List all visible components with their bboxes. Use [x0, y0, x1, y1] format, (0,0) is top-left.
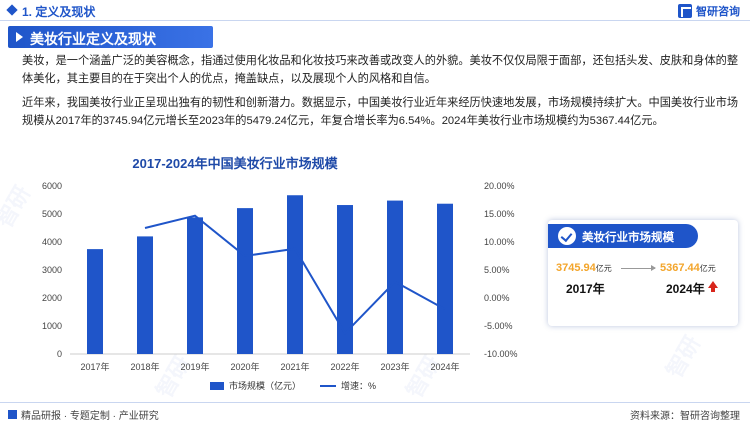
- market-size-chart: 0 1000 2000 3000 4000 5000 6000 -10.00% -5.00% 0.…: [42, 181, 518, 391]
- x-tick-label: 2019年: [180, 361, 209, 372]
- x-tick-label: 2023年: [380, 361, 409, 372]
- y-right-tick-label: 10.00%: [484, 237, 515, 247]
- end-value-number: 5367.44: [660, 262, 700, 274]
- bar: [387, 200, 403, 354]
- footer: 精品研报 · 专题定制 · 产业研究 资料来源：智研咨询整理: [0, 402, 750, 422]
- x-tick-label: 2022年: [330, 361, 359, 372]
- card-title: 美妆行业市场规模: [582, 232, 674, 244]
- market-size-card: 美妆行业市场规模 3745.94亿元 5367.44亿元 2017年 2024年: [548, 220, 738, 326]
- definition-paragraph: 美妆，是一个涵盖广泛的美容概念，指通过使用化妆品和化妆技巧来改善或改变人的外貌。…: [22, 55, 739, 85]
- logo-icon: [678, 4, 692, 18]
- up-arrow-icon: [708, 281, 718, 292]
- y-right-tick-label: 15.00%: [484, 209, 515, 219]
- start-year: 2017年: [566, 282, 605, 296]
- logo-text: 智研咨询: [696, 6, 740, 18]
- y-left-tick-label: 3000: [42, 265, 62, 275]
- start-value: 3745.94亿元: [556, 262, 612, 274]
- y-right-tick-label: -10.00%: [484, 349, 518, 359]
- source-note: 资料来源：智研咨询整理: [630, 411, 740, 422]
- breadcrumb: 1. 定义及现状: [22, 5, 96, 19]
- start-value-number: 3745.94: [556, 262, 596, 274]
- check-circle-icon: [558, 227, 576, 245]
- y-right-tick-label: 20.00%: [484, 181, 515, 191]
- y-left-tick-label: 4000: [42, 237, 62, 247]
- bar: [87, 249, 103, 354]
- legend-bar-label: 市场规模（亿元）: [229, 380, 301, 391]
- section-banner: 美妆行业定义及现状: [8, 26, 213, 48]
- arrow-right-icon: [621, 265, 656, 271]
- growth-rate-line: [144, 214, 446, 335]
- bar: [137, 236, 153, 354]
- diamond-icon: [6, 4, 18, 16]
- y-right-tick-label: 0.00%: [484, 293, 510, 303]
- brand-logo: 智研咨询: [678, 3, 740, 19]
- y-right-tick-label: -5.00%: [484, 321, 513, 331]
- top-bar: 1. 定义及现状 智研咨询: [0, 0, 750, 22]
- status-paragraph: 近年来，我国美妆行业正呈现出独有的韧性和创新潜力。数据显示，中国美妆行业近年来经…: [22, 97, 739, 127]
- bar: [437, 203, 453, 354]
- bar: [237, 208, 253, 354]
- x-tick-label: 2020年: [230, 361, 259, 372]
- x-tick-label: 2017年: [80, 361, 109, 372]
- y-left-tick-label: 5000: [42, 209, 62, 219]
- bar: [287, 195, 303, 354]
- y-left-tick-label: 6000: [42, 181, 62, 191]
- bar: [337, 205, 353, 354]
- chart-title: 2017-2024年中国美妆行业市场规模: [132, 156, 338, 171]
- y-left-tick-label: 2000: [42, 293, 62, 303]
- watermark: 智研: [661, 331, 706, 383]
- card-header: 美妆行业市场规模: [548, 224, 698, 248]
- y-left-tick-label: 0: [57, 349, 62, 359]
- header-divider: [0, 20, 750, 21]
- x-tick-label: 2018年: [130, 361, 159, 372]
- y-left-tick-label: 1000: [42, 321, 62, 331]
- bar: [187, 217, 203, 354]
- end-value-unit: 亿元: [699, 264, 716, 273]
- square-icon: [8, 410, 17, 419]
- end-value: 5367.44亿元: [660, 262, 716, 274]
- play-triangle-icon: [16, 32, 23, 42]
- legend-bar-swatch: [210, 382, 224, 390]
- y-right-tick-label: 5.00%: [484, 265, 510, 275]
- end-year: 2024年: [666, 282, 705, 296]
- legend-line-label: 增速：%: [341, 380, 376, 391]
- footer-left-text: 精品研报 · 专题定制 · 产业研究: [21, 411, 159, 422]
- section-title: 美妆行业定义及现状: [30, 31, 156, 47]
- start-value-unit: 亿元: [595, 264, 612, 273]
- x-tick-label: 2024年: [430, 361, 459, 372]
- x-tick-label: 2021年: [280, 361, 309, 372]
- footer-tagline: 精品研报 · 专题定制 · 产业研究: [8, 407, 159, 422]
